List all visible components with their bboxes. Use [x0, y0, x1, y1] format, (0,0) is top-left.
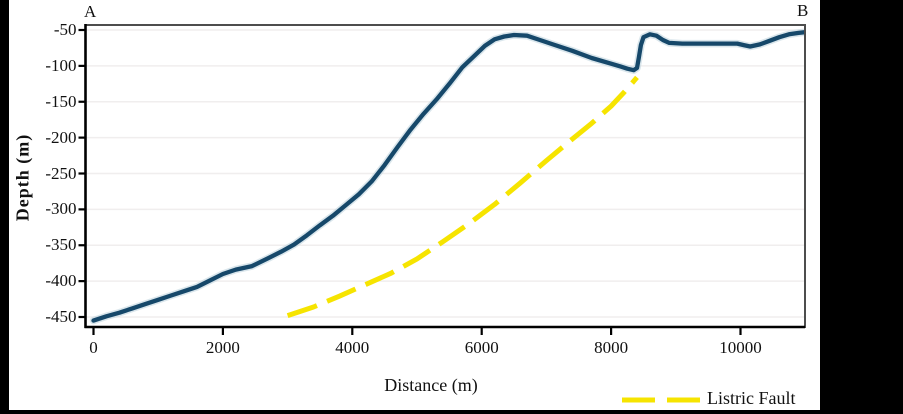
- y-tick-label: -100: [45, 55, 77, 75]
- listric-fault-line: [286, 75, 639, 318]
- y-tick-label: -450: [45, 307, 77, 326]
- depth-profile-halo: [89, 28, 805, 325]
- x-tick-label: 4000: [335, 338, 370, 357]
- y-tick-label: -350: [45, 235, 77, 255]
- x-tick-label: 2000: [205, 338, 240, 357]
- y-tick-label: -250: [45, 163, 77, 183]
- y-tick-label: -400: [45, 271, 77, 291]
- section-endpoint-a-label: A: [84, 2, 97, 21]
- x-tick-label: 0: [89, 338, 98, 357]
- plot-background: [9, 0, 820, 410]
- depth-profile-line: [91, 30, 805, 323]
- section-endpoint-b-label: B: [797, 1, 809, 20]
- x-tick-label: 6000: [464, 338, 499, 357]
- y-tick-label: -50: [53, 20, 77, 39]
- x-axis-title: Distance (m): [384, 375, 478, 395]
- y-tick-label: -150: [45, 91, 77, 111]
- y-tick-label: -200: [45, 127, 77, 147]
- y-tick-label: -300: [45, 199, 77, 219]
- x-tick-label: 10000: [719, 338, 762, 357]
- x-tick-label: 8000: [594, 338, 629, 357]
- legend-listric-fault-label: Listric Fault: [707, 388, 796, 408]
